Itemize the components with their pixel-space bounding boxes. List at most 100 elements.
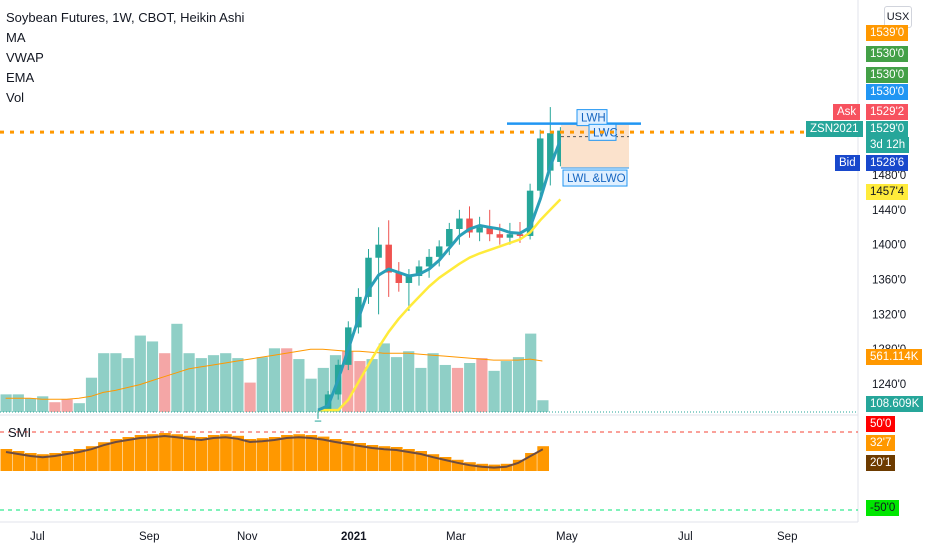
volume-bar: [85, 377, 98, 412]
legend-vwap[interactable]: VWAP: [6, 50, 44, 65]
smi-bar: [0, 449, 13, 471]
ema-value: 1457'4: [866, 184, 909, 200]
candle-body: [536, 138, 544, 191]
smi-bar: [24, 453, 37, 471]
candle-body: [395, 272, 403, 283]
smi-bar: [512, 459, 525, 471]
smi-bar: [61, 451, 74, 471]
volume-bar: [256, 357, 268, 412]
candle-body: [456, 218, 463, 229]
x-tick-label: Jul: [678, 531, 693, 543]
volume-bar: [342, 351, 354, 412]
volume-bar: [537, 400, 549, 412]
legend-vol[interactable]: Vol: [6, 90, 25, 105]
y-tick-label: 1480'0: [872, 170, 906, 182]
smi-bar: [98, 442, 110, 471]
x-tick-label: Sep: [139, 531, 159, 543]
legend-ema[interactable]: EMA: [6, 70, 35, 85]
candle-body: [476, 227, 483, 233]
bid-price: 1528'6: [866, 155, 909, 171]
candle-body: [405, 276, 413, 283]
volume-bar: [61, 399, 73, 412]
volume-bar: [0, 394, 12, 412]
x-tick-label: Jul: [30, 531, 45, 543]
candle-body: [557, 130, 564, 162]
smi-signal: 20'1: [866, 455, 896, 471]
smi-bar: [342, 441, 354, 471]
volume-bar: [354, 361, 366, 412]
smi-bar: [329, 439, 342, 471]
smi-bar: [220, 434, 232, 471]
smi-bar: [403, 449, 415, 471]
volume-bar: [281, 348, 293, 412]
volume-bar: [317, 367, 329, 412]
smi-bar: [37, 454, 49, 471]
smi-bar: [110, 439, 122, 471]
smi-bar: [317, 436, 330, 471]
y-tick-label: 1440'0: [872, 205, 906, 217]
ask-tag: Ask: [833, 104, 861, 120]
last-price: 1529'0: [866, 121, 909, 137]
y-tick-label: 1400'0: [872, 240, 906, 252]
currency-button[interactable]: USX: [884, 6, 912, 28]
smi-value: 32'7: [866, 435, 896, 451]
lwl-label-box: [562, 169, 628, 187]
volume-bar: [37, 396, 49, 412]
volume-bar: [49, 402, 61, 412]
volume-bar: [476, 358, 488, 412]
smi-bar: [537, 446, 549, 471]
smi-pane-label[interactable]: SMI: [8, 425, 32, 440]
smi-bar: [232, 435, 244, 471]
volume-bar: [500, 361, 512, 412]
volume-bar: [451, 367, 464, 412]
smi-bar: [159, 433, 171, 471]
volume-bar: [98, 353, 110, 412]
volume-bar: [525, 333, 537, 412]
smi-bar: [464, 462, 476, 471]
volume-bar: [488, 370, 500, 412]
volume-bar: [439, 364, 451, 412]
volume-ma-line: [5, 348, 543, 400]
candle-body: [435, 246, 443, 257]
volume-bar: [159, 353, 171, 412]
volume-bar: [366, 359, 378, 412]
volume-bar: [427, 353, 439, 412]
candle-body: [355, 296, 362, 328]
candle-body: [526, 190, 534, 236]
smi-bar: [134, 435, 147, 471]
smi-lower: -50'0: [866, 500, 900, 516]
smi-bar: [146, 434, 159, 471]
candle-body: [446, 228, 453, 247]
volume-bar: [305, 378, 317, 412]
smi-bar: [244, 439, 257, 471]
lwl-label-text: LWL &LWO: [567, 173, 626, 185]
candle-body: [365, 257, 372, 297]
volume-bar: [232, 358, 244, 412]
x-tick-label: May: [556, 531, 578, 543]
ask-price: 1529'2: [866, 104, 909, 120]
volume-bar: [122, 358, 134, 412]
smi-bar: [73, 449, 86, 471]
smi-bar: [12, 451, 25, 471]
smi-bar: [122, 437, 135, 471]
x-tick-label: Nov: [237, 531, 258, 543]
candle-body: [314, 420, 322, 422]
smi-bar: [366, 445, 379, 471]
y-tick-label: 1360'0: [872, 275, 906, 287]
smi-bar: [451, 459, 464, 471]
y-tick-label: 1320'0: [872, 309, 906, 321]
legend-ma[interactable]: MA: [6, 30, 26, 45]
x-tick-label: Mar: [446, 531, 466, 543]
volume-bar: [220, 353, 232, 412]
smi-bar: [525, 453, 537, 471]
smi-bar: [49, 453, 61, 471]
y-tick-label: 1240'0: [872, 379, 906, 391]
smi-upper: 50'0: [866, 416, 896, 432]
x-tick-label: Sep: [777, 531, 797, 543]
smi-bar: [183, 435, 196, 471]
smi-bar: [427, 454, 440, 471]
candle-body: [375, 244, 382, 258]
bid-tag: Bid: [835, 155, 860, 171]
smi-bar: [85, 446, 98, 471]
